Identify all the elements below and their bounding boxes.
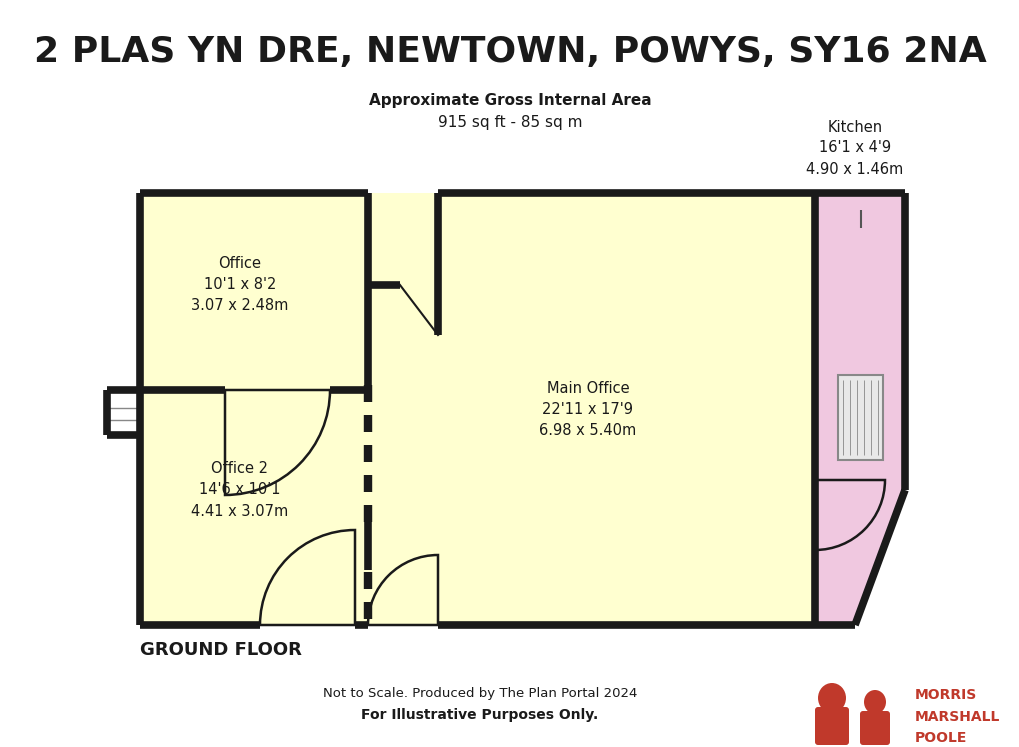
Text: Kitchen
16'1 x 4'9
4.90 x 1.46m: Kitchen 16'1 x 4'9 4.90 x 1.46m (806, 120, 903, 176)
FancyBboxPatch shape (814, 707, 848, 745)
Text: 915 sq ft - 85 sq m: 915 sq ft - 85 sq m (437, 114, 582, 129)
Text: Office
10'1 x 8'2
3.07 x 2.48m: Office 10'1 x 8'2 3.07 x 2.48m (192, 256, 288, 314)
Text: Not to Scale. Produced by The Plan Portal 2024: Not to Scale. Produced by The Plan Porta… (322, 686, 637, 699)
Text: 2 PLAS YN DRE, NEWTOWN, POWYS, SY16 2NA: 2 PLAS YN DRE, NEWTOWN, POWYS, SY16 2NA (34, 35, 985, 69)
Text: For Illustrative Purposes Only.: For Illustrative Purposes Only. (361, 708, 598, 722)
Polygon shape (140, 193, 904, 625)
Text: Approximate Gross Internal Area: Approximate Gross Internal Area (368, 93, 651, 108)
Polygon shape (814, 193, 904, 625)
Ellipse shape (863, 690, 886, 714)
Text: Main Office
22'11 x 17'9
6.98 x 5.40m: Main Office 22'11 x 17'9 6.98 x 5.40m (539, 382, 636, 438)
Text: MARSHALL: MARSHALL (914, 710, 1000, 724)
Text: MORRIS: MORRIS (914, 688, 976, 702)
Bar (838, 375, 882, 460)
Text: GROUND FLOOR: GROUND FLOOR (140, 641, 302, 659)
Text: Office 2
14'6 x 10'1
4.41 x 3.07m: Office 2 14'6 x 10'1 4.41 x 3.07m (192, 462, 288, 518)
Text: POOLE: POOLE (914, 731, 966, 745)
Ellipse shape (817, 683, 845, 713)
FancyBboxPatch shape (859, 711, 890, 745)
